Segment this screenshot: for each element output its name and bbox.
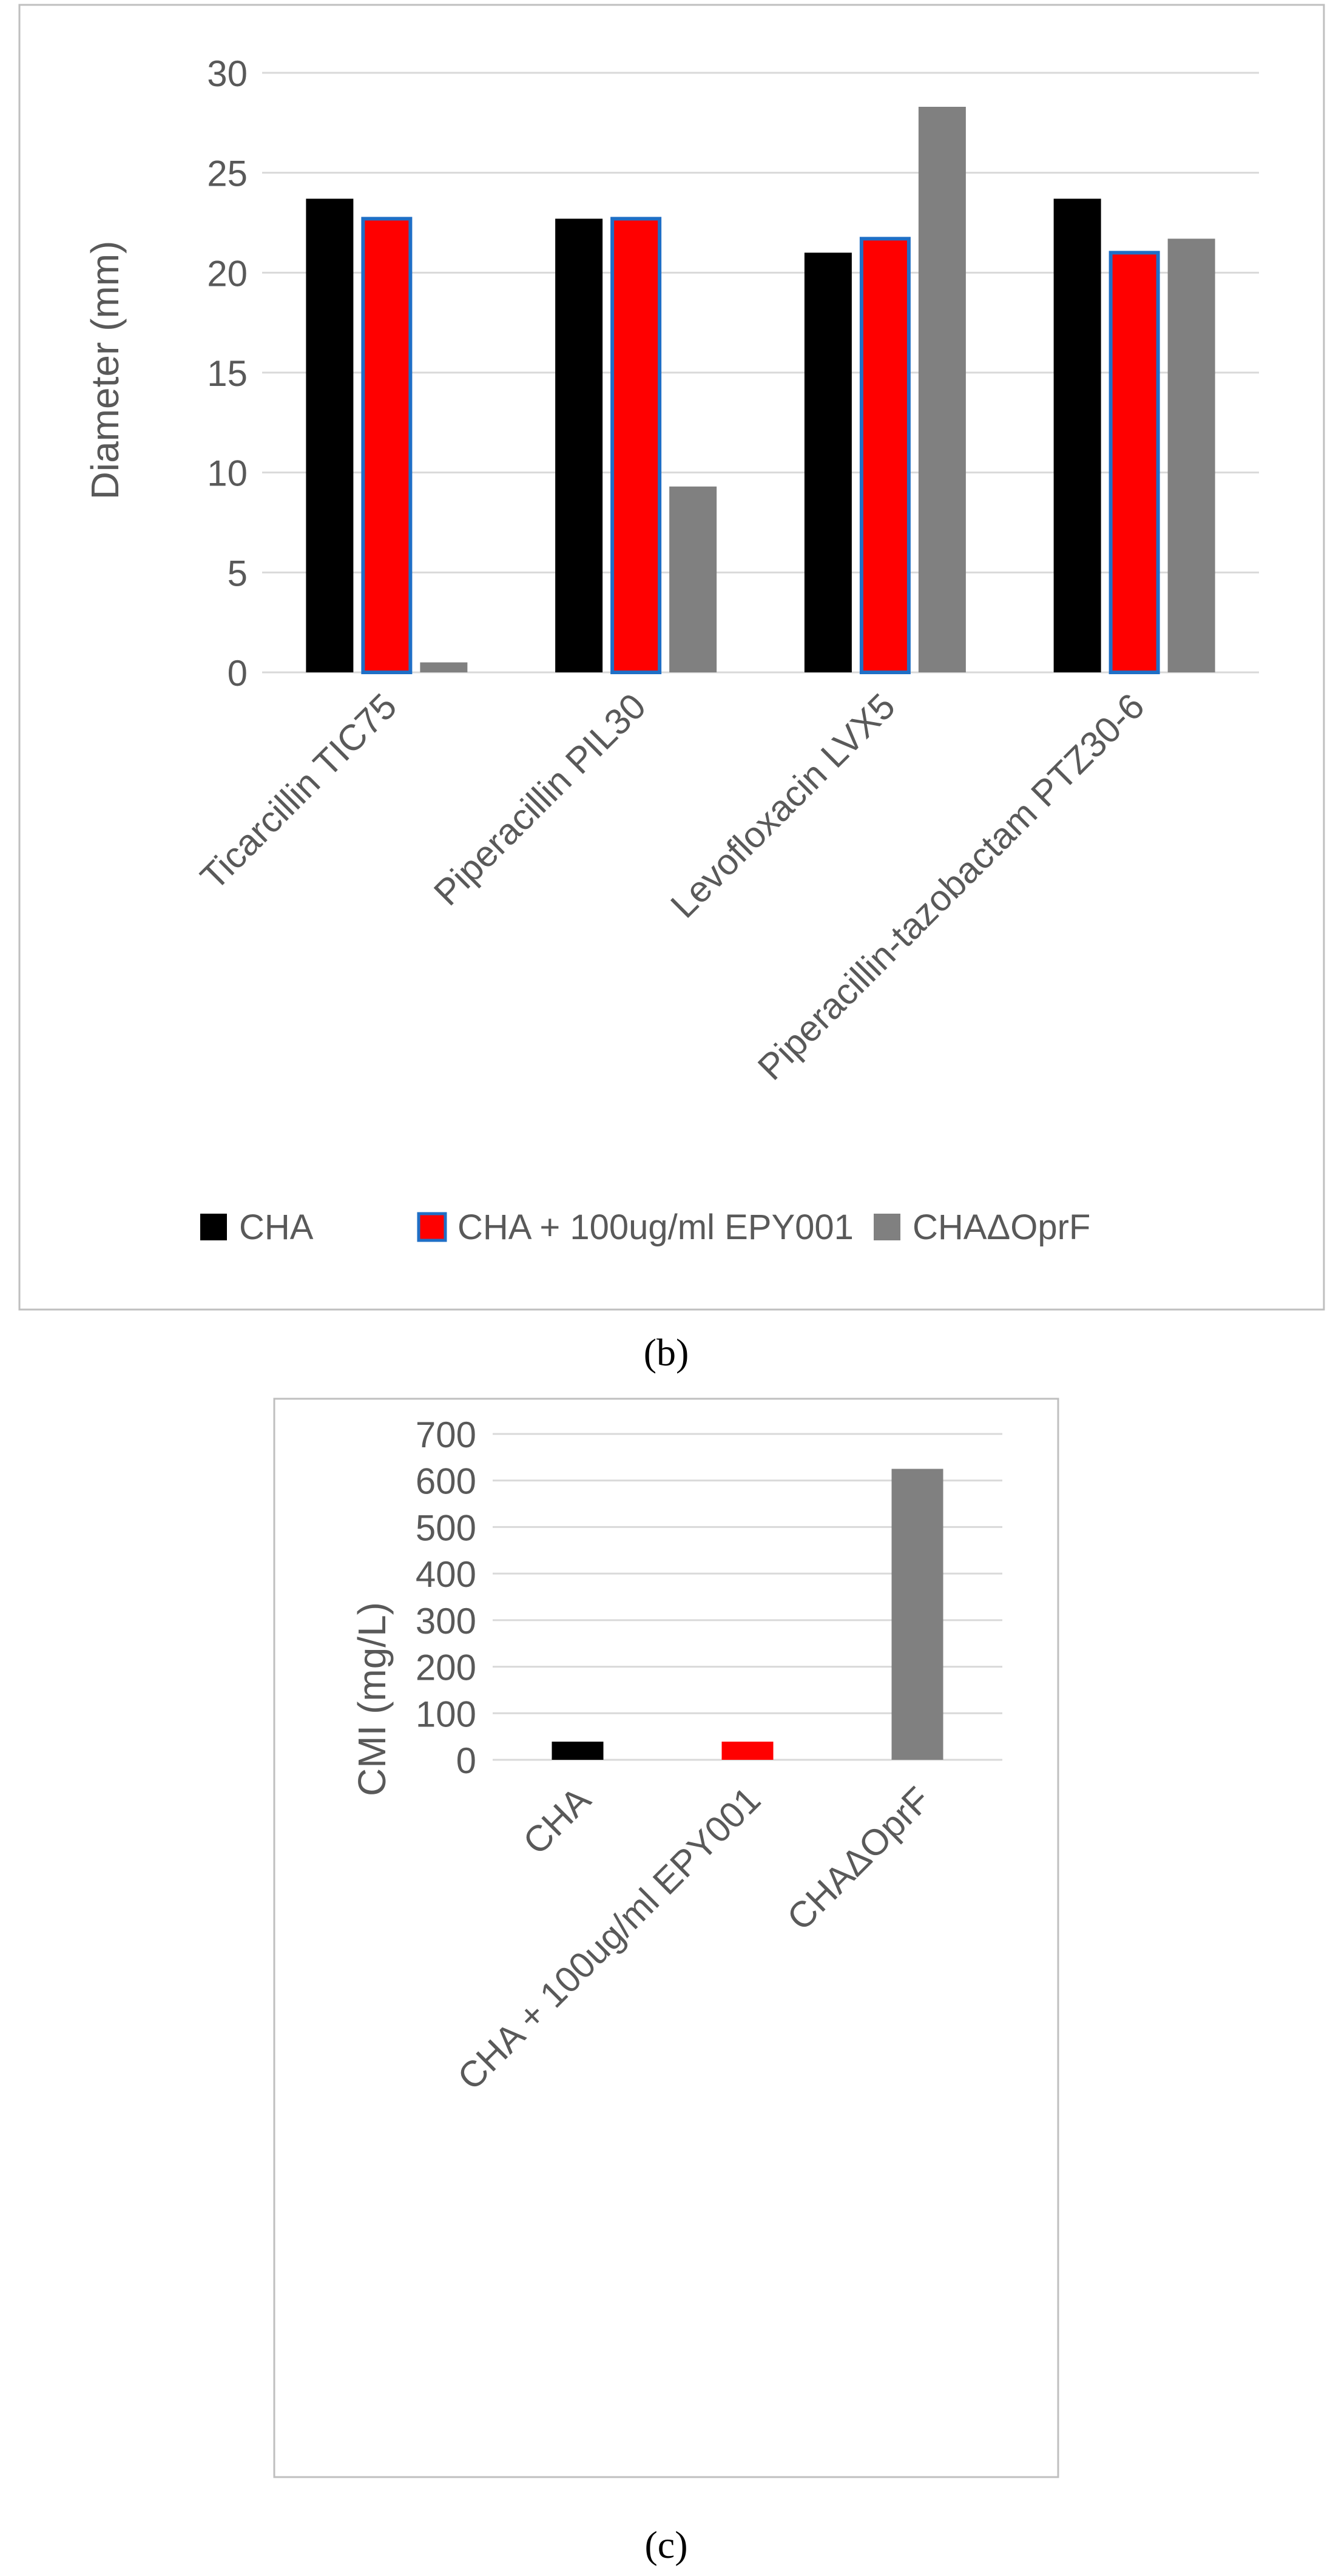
- y-tick-label-b: 25: [207, 154, 248, 194]
- y-tick-label-b: 15: [207, 353, 248, 394]
- bar-b-cha-100ug-ml-epy001-1: [610, 217, 662, 674]
- bar-c-cha: [552, 1742, 604, 1760]
- legend-label-cha: CHA: [239, 1208, 314, 1247]
- bar-b-cha-100ug-ml-epy001-2: [859, 237, 911, 674]
- y-tick-label-c: 600: [416, 1461, 476, 1502]
- y-tick-label-c: 300: [416, 1601, 476, 1641]
- bar-b-cha-oprf-3: [1167, 238, 1215, 672]
- y-tick-label-c: 400: [416, 1554, 476, 1595]
- bar-b-cha-oprf-0: [420, 662, 468, 672]
- y-tick-label-b: 30: [207, 53, 248, 94]
- y-tick-label-c: 0: [456, 1740, 476, 1781]
- legend-label-cha-oprf: CHAΔOprF: [913, 1208, 1090, 1247]
- y-tick-label-b: 5: [228, 553, 248, 593]
- y-tick-label-c: 200: [416, 1648, 476, 1688]
- legend-swatch-cha-100ug-ml-epy001: [417, 1212, 447, 1242]
- caption-b: (b): [644, 1331, 689, 1374]
- y-axis-title-c: CMI (mg/L): [350, 1602, 394, 1796]
- bar-b-cha-2: [804, 252, 852, 672]
- legend-label-cha-100ug-ml-epy001: CHA + 100ug/ml EPY001: [457, 1208, 854, 1247]
- y-tick-label-b: 0: [228, 653, 248, 694]
- caption-c: (c): [644, 2523, 687, 2566]
- bar-b-cha-100ug-ml-epy001-3: [1109, 251, 1160, 674]
- bars-b: [306, 106, 1215, 674]
- y-tick-label-c: 500: [416, 1507, 476, 1548]
- y-tick-labels-b: 0 5 10 15 20 25 30: [207, 53, 248, 694]
- bar-b-cha-1: [555, 218, 603, 672]
- bar-c-cha-100ug-ml-epy001: [721, 1742, 774, 1760]
- y-tick-label-c: 700: [416, 1415, 476, 1455]
- legend-swatch-cha-oprf: [874, 1214, 900, 1240]
- y-tick-label-c: 100: [416, 1694, 476, 1734]
- y-tick-labels-c: 0 100 200 300 400 500 600 700: [416, 1415, 476, 1781]
- y-axis-title-b: Diameter (mm): [83, 241, 127, 500]
- bar-b-cha-oprf-1: [669, 486, 717, 672]
- legend-b: CHA CHA + 100ug/ml EPY001 CHAΔOprF: [200, 1208, 1090, 1247]
- y-tick-label-b: 10: [207, 453, 248, 494]
- bar-b-cha-3: [1053, 198, 1101, 673]
- y-tick-label-b: 20: [207, 253, 248, 294]
- bar-c-cha-oprf: [891, 1469, 943, 1760]
- bar-b-cha-oprf-2: [918, 106, 966, 672]
- bar-b-cha-0: [306, 198, 354, 673]
- bar-b-cha-100ug-ml-epy001-0: [361, 217, 413, 674]
- bars-c: [552, 1469, 943, 1760]
- legend-swatch-cha: [200, 1214, 227, 1240]
